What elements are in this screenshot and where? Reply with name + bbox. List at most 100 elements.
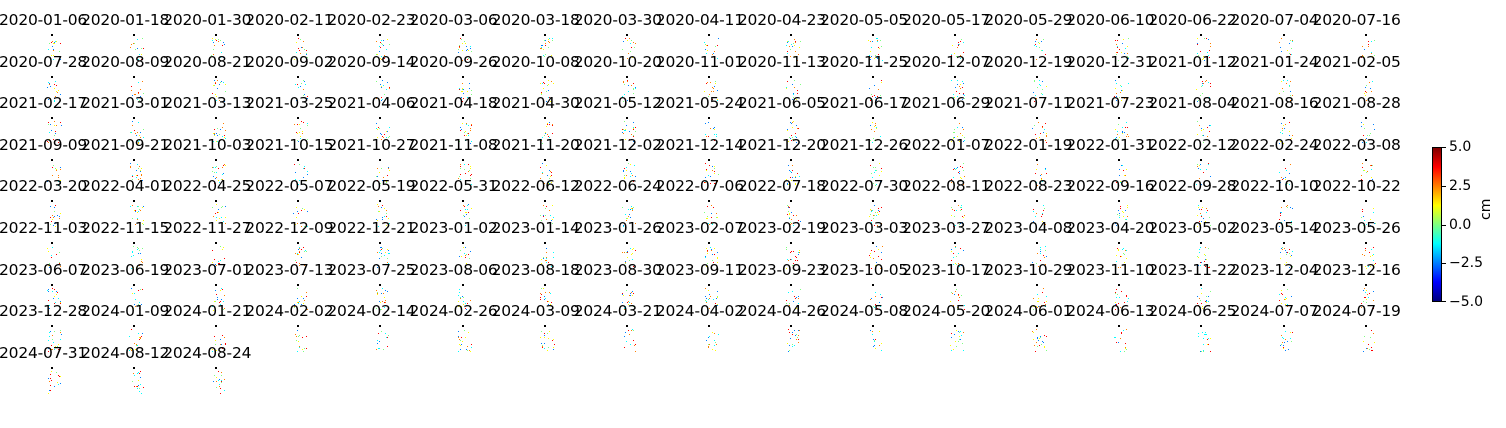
displacement-pixel xyxy=(631,249,633,251)
displacement-map xyxy=(1152,325,1232,355)
displacement-pixel xyxy=(53,224,55,226)
map-panel: 2023-10-05 xyxy=(820,260,908,310)
displacement-pixel xyxy=(58,181,60,183)
displacement-pixel xyxy=(131,349,133,351)
displacement-pixel xyxy=(544,40,546,42)
displacement-pixel xyxy=(542,172,544,174)
displacement-pixel xyxy=(140,384,142,386)
displacement-pixel xyxy=(1368,348,1370,350)
displacement-pixel xyxy=(1209,305,1211,307)
displacement-pixel xyxy=(381,168,383,170)
displacement-pixel xyxy=(48,83,50,85)
displacement-pixel xyxy=(628,301,630,303)
displacement-pixel xyxy=(795,50,797,52)
displacement-pixel xyxy=(133,375,135,377)
displacement-pixel xyxy=(872,142,874,144)
displacement-pixel xyxy=(54,295,56,297)
displacement-pixel xyxy=(547,83,549,85)
displacement-pixel xyxy=(1279,47,1281,49)
displacement-pixel xyxy=(954,215,956,217)
displacement-pixel xyxy=(215,178,217,180)
reference-point xyxy=(1036,325,1039,328)
displacement-pixel xyxy=(212,262,214,264)
displacement-pixel xyxy=(222,136,224,138)
displacement-pixel xyxy=(375,40,377,42)
displacement-pixel xyxy=(630,293,632,295)
displacement-pixel xyxy=(138,142,140,144)
displacement-pixel xyxy=(630,295,632,297)
displacement-pixel xyxy=(469,217,471,219)
displacement-pixel xyxy=(799,84,801,86)
displacement-pixel xyxy=(459,38,461,40)
panel-date-title: 2022-07-06 xyxy=(655,177,744,196)
reference-point xyxy=(625,158,628,161)
displacement-pixel xyxy=(879,96,881,98)
displacement-pixel xyxy=(1117,181,1119,183)
displacement-pixel xyxy=(713,207,715,209)
displacement-pixel xyxy=(633,83,635,85)
displacement-map xyxy=(331,283,411,314)
displacement-pixel xyxy=(49,332,51,334)
reference-point xyxy=(461,200,464,203)
displacement-pixel xyxy=(470,140,472,142)
displacement-pixel xyxy=(708,222,710,224)
displacement-pixel xyxy=(715,350,717,352)
displacement-pixel xyxy=(222,223,224,225)
displacement-pixel xyxy=(954,128,956,130)
displacement-pixel xyxy=(465,337,467,339)
map-panel: 2021-03-01 xyxy=(81,93,169,145)
displacement-pixel xyxy=(53,341,55,343)
displacement-pixel xyxy=(1288,86,1290,88)
displacement-pixel xyxy=(1291,137,1293,139)
displacement-pixel xyxy=(1207,221,1209,223)
map-panel: 2020-12-07 xyxy=(902,52,990,101)
displacement-pixel xyxy=(875,54,877,56)
reference-point xyxy=(543,200,546,203)
displacement-pixel xyxy=(789,332,790,334)
displacement-pixel xyxy=(1127,133,1128,135)
displacement-pixel xyxy=(1045,256,1047,258)
panel-date-title: 2022-11-15 xyxy=(81,219,170,237)
displacement-pixel xyxy=(48,289,50,291)
displacement-pixel xyxy=(799,221,801,223)
panel-date-title: 2024-06-25 xyxy=(1148,302,1237,321)
displacement-pixel xyxy=(1373,223,1375,225)
displacement-pixel xyxy=(1374,223,1376,225)
displacement-pixel xyxy=(470,167,472,169)
displacement-pixel xyxy=(1118,59,1120,61)
displacement-pixel xyxy=(1035,43,1037,45)
displacement-pixel xyxy=(1201,292,1203,294)
displacement-pixel xyxy=(708,175,710,177)
displacement-pixel xyxy=(49,377,51,379)
displacement-pixel xyxy=(136,344,138,346)
displacement-pixel xyxy=(377,167,379,169)
displacement-pixel xyxy=(1202,83,1204,85)
panel-date-title: 2022-10-10 xyxy=(1230,177,1319,196)
displacement-pixel xyxy=(704,182,706,184)
displacement-pixel xyxy=(1210,85,1212,87)
displacement-pixel xyxy=(1045,295,1047,297)
map-panel: 2023-08-30 xyxy=(574,260,662,311)
displacement-pixel xyxy=(1119,175,1121,177)
displacement-pixel xyxy=(298,302,300,304)
displacement-pixel xyxy=(219,181,221,183)
displacement-pixel xyxy=(134,224,136,226)
map-panel: 2022-04-25 xyxy=(163,176,251,225)
map-panel: 2021-08-28 xyxy=(1313,93,1401,145)
displacement-pixel xyxy=(466,90,468,92)
displacement-pixel xyxy=(623,40,624,42)
displacement-pixel xyxy=(798,302,800,304)
displacement-pixel xyxy=(797,297,799,299)
displacement-pixel xyxy=(627,81,629,83)
displacement-pixel xyxy=(129,206,131,208)
displacement-pixel xyxy=(1278,218,1280,220)
displacement-pixel xyxy=(1208,162,1210,164)
displacement-pixel xyxy=(1282,348,1284,350)
displacement-pixel xyxy=(470,350,472,352)
displacement-pixel xyxy=(1033,345,1035,347)
displacement-pixel xyxy=(469,142,471,144)
displacement-pixel xyxy=(224,216,226,218)
panel-date-title: 2021-04-06 xyxy=(327,94,416,113)
displacement-pixel xyxy=(136,212,138,214)
displacement-pixel xyxy=(222,82,224,84)
